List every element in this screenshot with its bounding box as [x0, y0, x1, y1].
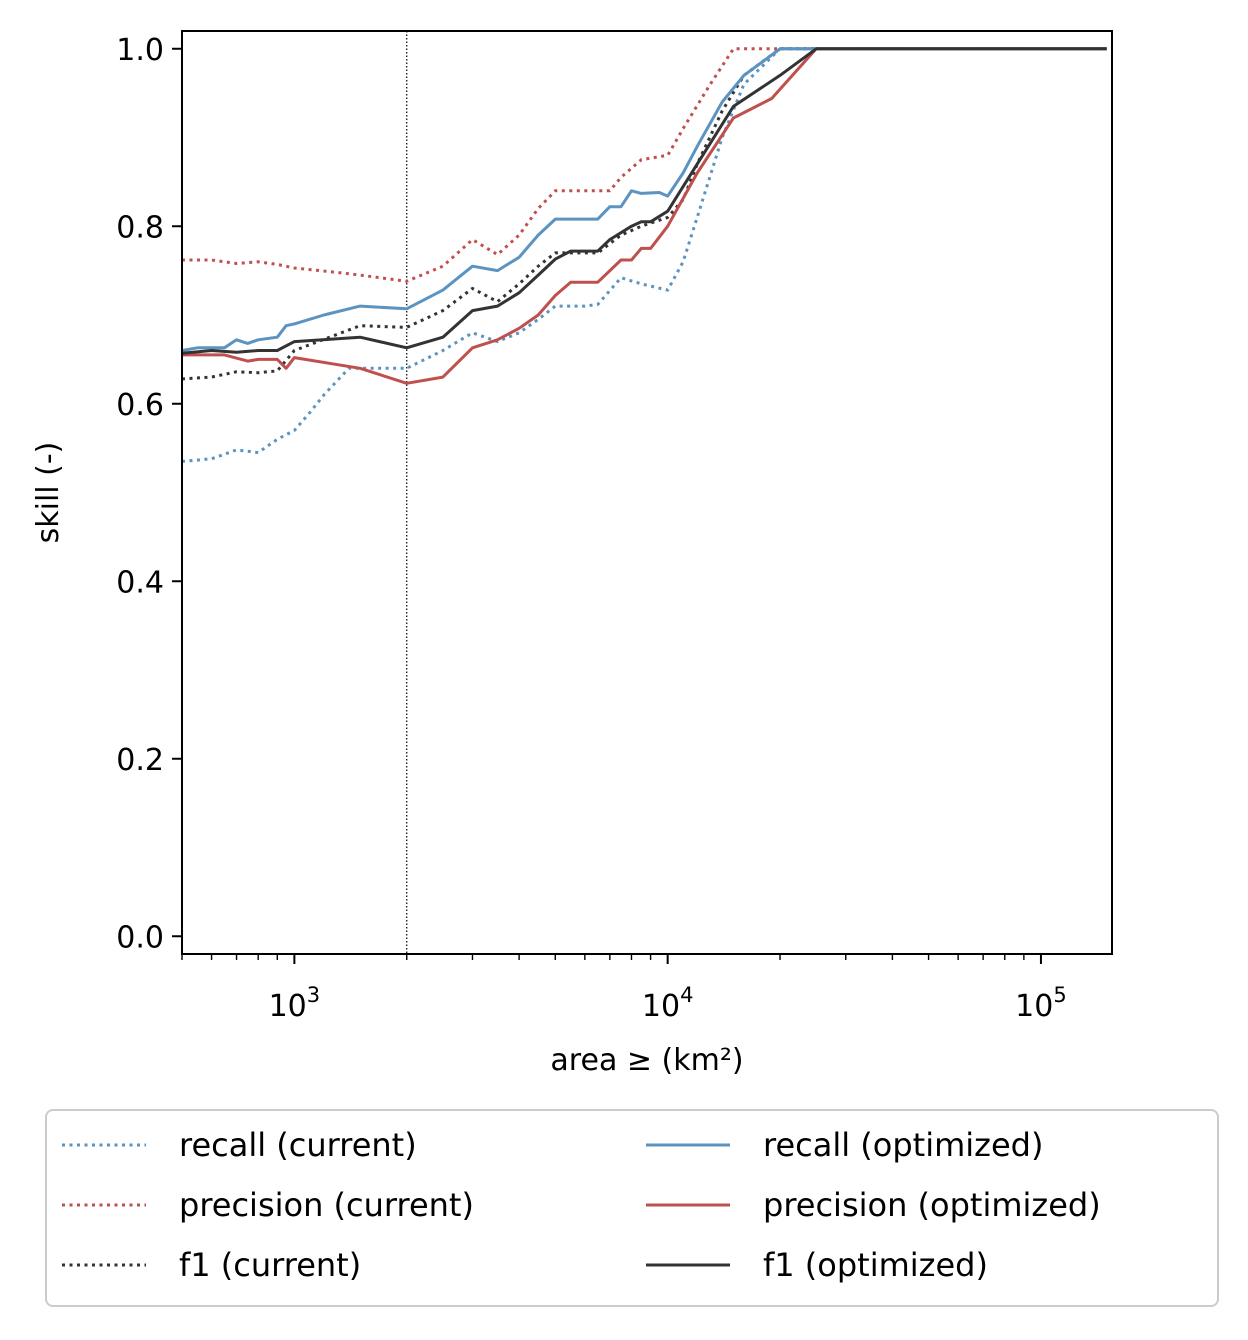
- legend-label-3: f1 (current): [179, 1246, 361, 1284]
- plot-area: [182, 31, 1107, 954]
- x-tick-label: 105: [1015, 983, 1067, 1024]
- legend-label-1: recall (current): [179, 1126, 417, 1164]
- series-line-5: [182, 47, 1107, 385]
- x-tick-label: 104: [642, 983, 694, 1024]
- y-tick-label: 0.2: [116, 743, 164, 778]
- legend: recall (current) precision (current) f1 (c…: [45, 1109, 1219, 1307]
- x-axis-label: area ≥ (km²): [550, 1043, 743, 1078]
- axes-ticks: 0.0 0.2 0.4 0.6 0.8 1.0 103 104 105: [116, 33, 1066, 1024]
- x-tick-label: 103: [269, 983, 321, 1024]
- y-tick-label: 0.4: [116, 565, 164, 600]
- y-tick-label: 0.6: [116, 388, 164, 423]
- legend-label-6: f1 (optimized): [763, 1246, 988, 1284]
- y-axis-label: skill (-): [31, 442, 66, 544]
- legend-label-5: precision (optimized): [763, 1186, 1101, 1224]
- series-line-3: [182, 47, 1107, 381]
- y-tick-label: 1.0: [116, 33, 164, 68]
- series-line-6: [182, 47, 1107, 355]
- plot-frame: [181, 30, 1113, 955]
- legend-label-4: recall (optimized): [763, 1126, 1043, 1164]
- series-line-2: [182, 47, 1107, 283]
- legend-box: [45, 1109, 1219, 1307]
- legend-label-2: precision (current): [179, 1186, 474, 1224]
- y-tick-label: 0.0: [116, 920, 164, 955]
- y-tick-label: 0.8: [116, 210, 164, 245]
- series-line-4: [182, 47, 1107, 352]
